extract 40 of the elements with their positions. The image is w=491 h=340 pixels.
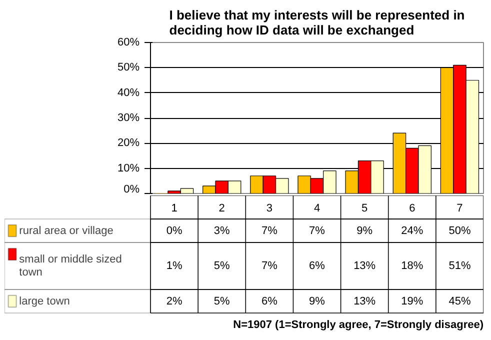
x-tick-label: 4 [314, 202, 320, 214]
x-tick-label: 1 [171, 202, 178, 214]
y-tick-label: 60% [117, 36, 140, 48]
legend-label: rural area or village [19, 224, 114, 237]
x-tick-label: 7 [456, 202, 463, 214]
y-tick-label: 0% [124, 184, 140, 196]
legend-label: small or middle sized town [19, 253, 122, 279]
data-label: 6% [261, 295, 278, 308]
data-label: 7% [261, 260, 278, 272]
y-tick-label: 20% [117, 137, 140, 150]
data-label: 13% [354, 260, 376, 272]
data-label: 18% [401, 260, 424, 272]
data-label: 50% [448, 224, 471, 237]
x-tick-label: 2 [218, 202, 225, 214]
data-label: 5% [214, 295, 230, 308]
data-label: 45% [448, 295, 471, 308]
data-label: 7% [309, 224, 326, 237]
data-label: 5% [214, 260, 230, 272]
x-tick-label: 6 [409, 202, 416, 214]
y-tick-label: 10% [117, 162, 140, 174]
data-label: 6% [309, 260, 326, 272]
data-label: 19% [401, 295, 424, 308]
x-tick-label: 3 [266, 202, 272, 214]
legend-label: large town [19, 295, 70, 308]
chart-title: I believe that my interests will be represented in deciding how ID data will be exchanged [169, 8, 465, 38]
data-label: 24% [401, 224, 424, 237]
x-tick-label: 5 [362, 202, 368, 214]
text: N=1907 (1=Strongly agree, 7=Strongly disagree) [233, 318, 484, 331]
data-label: 2% [166, 295, 182, 308]
data-label: 1% [166, 260, 182, 272]
data-label: 3% [214, 224, 230, 237]
data-label: 9% [356, 224, 373, 237]
data-label: 9% [309, 295, 326, 308]
y-tick-label: 30% [117, 112, 140, 124]
y-tick-label: 50% [117, 62, 140, 74]
data-label: 51% [448, 260, 471, 272]
y-tick-label: 40% [117, 86, 140, 99]
data-label: 7% [261, 224, 278, 237]
data-label: 13% [354, 295, 376, 308]
data-label: 0% [166, 224, 182, 237]
